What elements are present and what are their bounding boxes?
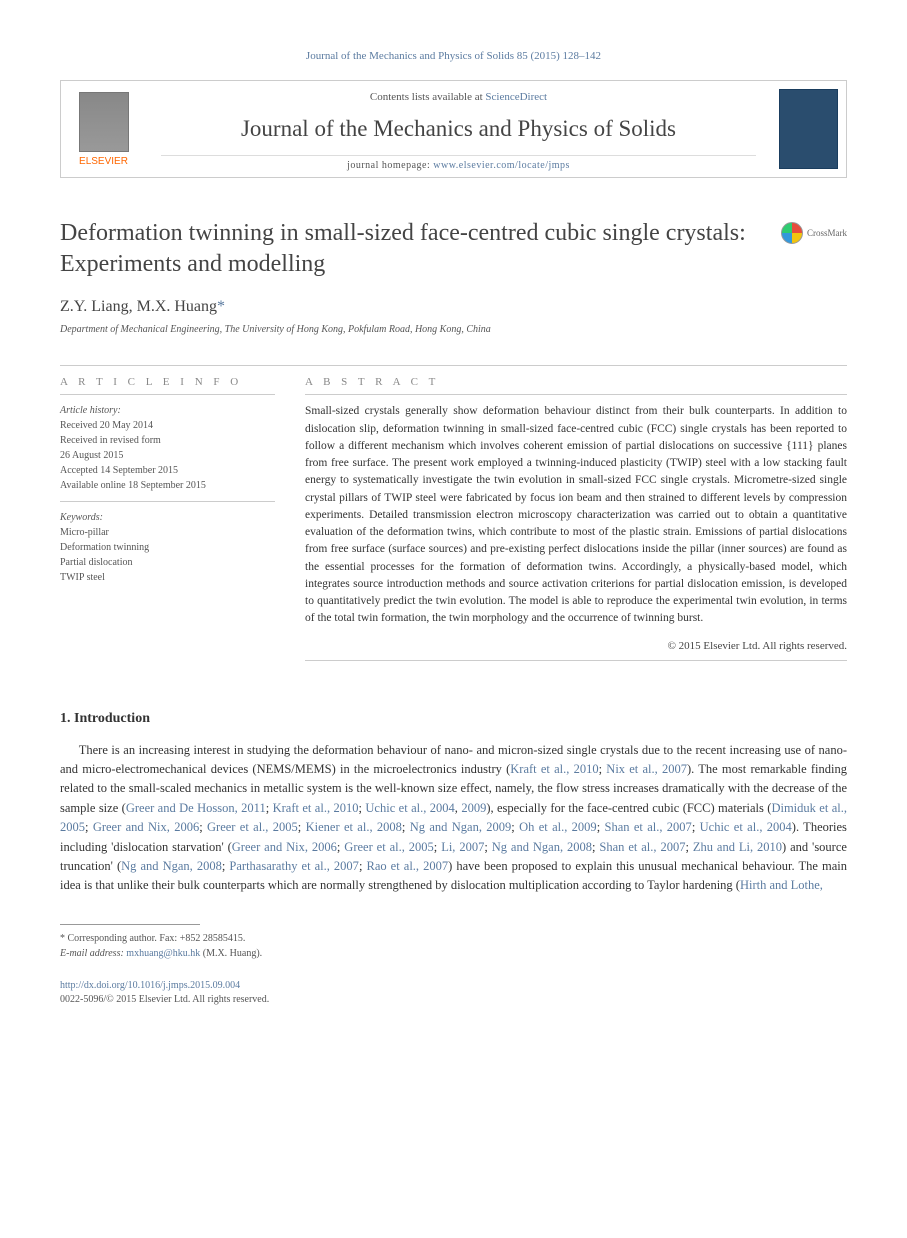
citation-link[interactable]: Greer et al., 2005 bbox=[207, 820, 298, 834]
text: ; bbox=[484, 840, 491, 854]
citation-link[interactable]: Greer and De Hosson, 2011 bbox=[126, 801, 266, 815]
email-name: (M.X. Huang). bbox=[200, 948, 262, 959]
citation-link[interactable]: Parthasarathy et al., 2007 bbox=[229, 859, 359, 873]
crossmark-icon bbox=[781, 222, 803, 244]
footnote-separator bbox=[60, 924, 200, 925]
text: ; bbox=[298, 820, 306, 834]
divider bbox=[305, 660, 847, 661]
corresponding-footnote: * Corresponding author. Fax: +852 285854… bbox=[60, 931, 847, 961]
citation-link[interactable]: Shan et al., 2007 bbox=[605, 820, 692, 834]
history-received: Received 20 May 2014 bbox=[60, 418, 275, 433]
corresponding-marker: * bbox=[217, 298, 225, 315]
crossmark-badge[interactable]: CrossMark bbox=[781, 222, 847, 244]
elsevier-tree-icon bbox=[79, 92, 129, 152]
citation-link[interactable]: Ng and Ngan, 2008 bbox=[492, 840, 592, 854]
text: ), especially for the face-centred cubic… bbox=[486, 801, 771, 815]
citation-link[interactable]: Zhu and Li, 2010 bbox=[693, 840, 782, 854]
header-middle: Contents lists available at ScienceDirec… bbox=[146, 81, 771, 177]
citation-link[interactable]: 2009 bbox=[461, 801, 486, 815]
citation-link[interactable]: Nix et al., 2007 bbox=[606, 762, 687, 776]
text: ; bbox=[402, 820, 410, 834]
keyword: TWIP steel bbox=[60, 570, 275, 585]
journal-header: ELSEVIER Contents lists available at Sci… bbox=[60, 80, 847, 178]
citation-link[interactable]: Kraft et al., 2010 bbox=[273, 801, 359, 815]
article-info-label: A R T I C L E I N F O bbox=[60, 366, 275, 394]
doi-link[interactable]: http://dx.doi.org/10.1016/j.jmps.2015.09… bbox=[60, 980, 240, 991]
contents-line: Contents lists available at ScienceDirec… bbox=[161, 91, 756, 103]
keywords-heading: Keywords: bbox=[60, 510, 275, 525]
citation-link[interactable]: Oh et al., 2009 bbox=[519, 820, 597, 834]
history-revised-1: Received in revised form bbox=[60, 433, 275, 448]
publisher-logo-cell: ELSEVIER bbox=[61, 81, 146, 177]
history-online: Available online 18 September 2015 bbox=[60, 478, 275, 493]
citation-link[interactable]: Hirth and Lothe, bbox=[740, 878, 823, 892]
history-heading: Article history: bbox=[60, 403, 275, 418]
journal-cover-icon bbox=[779, 89, 838, 169]
text: ; bbox=[692, 820, 700, 834]
keyword: Micro-pillar bbox=[60, 525, 275, 540]
keyword: Partial dislocation bbox=[60, 555, 275, 570]
journal-name: Journal of the Mechanics and Physics of … bbox=[161, 116, 756, 142]
citation-link[interactable]: Rao et al., 2007 bbox=[366, 859, 448, 873]
homepage-line: journal homepage: www.elsevier.com/locat… bbox=[161, 155, 756, 171]
abstract-label: A B S T R A C T bbox=[305, 366, 847, 394]
abstract-text: Small-sized crystals generally show defo… bbox=[305, 395, 847, 635]
contents-prefix: Contents lists available at bbox=[370, 91, 485, 103]
keyword: Deformation twinning bbox=[60, 540, 275, 555]
homepage-link[interactable]: www.elsevier.com/locate/jmps bbox=[433, 160, 570, 171]
section-heading-intro: 1. Introduction bbox=[60, 711, 847, 727]
article-title: Deformation twinning in small-sized face… bbox=[60, 218, 761, 280]
citation-link[interactable]: Uchic et al., 2004 bbox=[365, 801, 454, 815]
doi-block: http://dx.doi.org/10.1016/j.jmps.2015.09… bbox=[60, 979, 847, 1007]
text: ; bbox=[511, 820, 519, 834]
citation-link[interactable]: Ng and Ngan, 2009 bbox=[410, 820, 512, 834]
citation-link[interactable]: Ng and Ngan, 2008 bbox=[121, 859, 222, 873]
citation-link[interactable]: Greer et al., 2005 bbox=[344, 840, 434, 854]
authors: Z.Y. Liang, M.X. Huang* bbox=[60, 298, 847, 316]
citation-link[interactable]: Li, 2007 bbox=[441, 840, 484, 854]
crossmark-label: CrossMark bbox=[807, 228, 847, 238]
citation-link[interactable]: Uchic et al., 2004 bbox=[700, 820, 792, 834]
citation-link[interactable]: Greer and Nix, 2006 bbox=[93, 820, 199, 834]
affiliation: Department of Mechanical Engineering, Th… bbox=[60, 324, 847, 335]
article-history: Article history: Received 20 May 2014 Re… bbox=[60, 395, 275, 501]
citation-link[interactable]: Greer and Nix, 2006 bbox=[232, 840, 337, 854]
publisher-name: ELSEVIER bbox=[79, 156, 128, 167]
article-info-column: A R T I C L E I N F O Article history: R… bbox=[60, 366, 275, 660]
homepage-prefix: journal homepage: bbox=[347, 160, 433, 171]
sciencedirect-link[interactable]: ScienceDirect bbox=[485, 91, 547, 103]
text: ; bbox=[85, 820, 93, 834]
corr-label: * Corresponding author. Fax: bbox=[60, 933, 180, 944]
citation-link[interactable]: Kiener et al., 2008 bbox=[306, 820, 402, 834]
text: ; bbox=[597, 820, 605, 834]
email-label: E-mail address: bbox=[60, 948, 126, 959]
body-paragraph: There is an increasing interest in study… bbox=[60, 741, 847, 896]
history-accepted: Accepted 14 September 2015 bbox=[60, 463, 275, 478]
issn-line: 0022-5096/© 2015 Elsevier Ltd. All right… bbox=[60, 994, 269, 1005]
citation-link[interactable]: Shan et al., 2007 bbox=[599, 840, 685, 854]
keywords-block: Keywords: Micro-pillar Deformation twinn… bbox=[60, 502, 275, 593]
abstract-column: A B S T R A C T Small-sized crystals gen… bbox=[305, 366, 847, 660]
fax-number: +852 28585415. bbox=[180, 933, 246, 944]
cover-cell bbox=[771, 81, 846, 177]
text: ; bbox=[199, 820, 207, 834]
email-link[interactable]: mxhuang@hku.hk bbox=[126, 948, 200, 959]
citation-link[interactable]: Kraft et al., 2010 bbox=[510, 762, 598, 776]
author-names: Z.Y. Liang, M.X. Huang bbox=[60, 298, 217, 315]
text: ; bbox=[685, 840, 692, 854]
text: ; bbox=[266, 801, 273, 815]
copyright: © 2015 Elsevier Ltd. All rights reserved… bbox=[305, 640, 847, 652]
citation: Journal of the Mechanics and Physics of … bbox=[60, 50, 847, 62]
history-revised-2: 26 August 2015 bbox=[60, 448, 275, 463]
